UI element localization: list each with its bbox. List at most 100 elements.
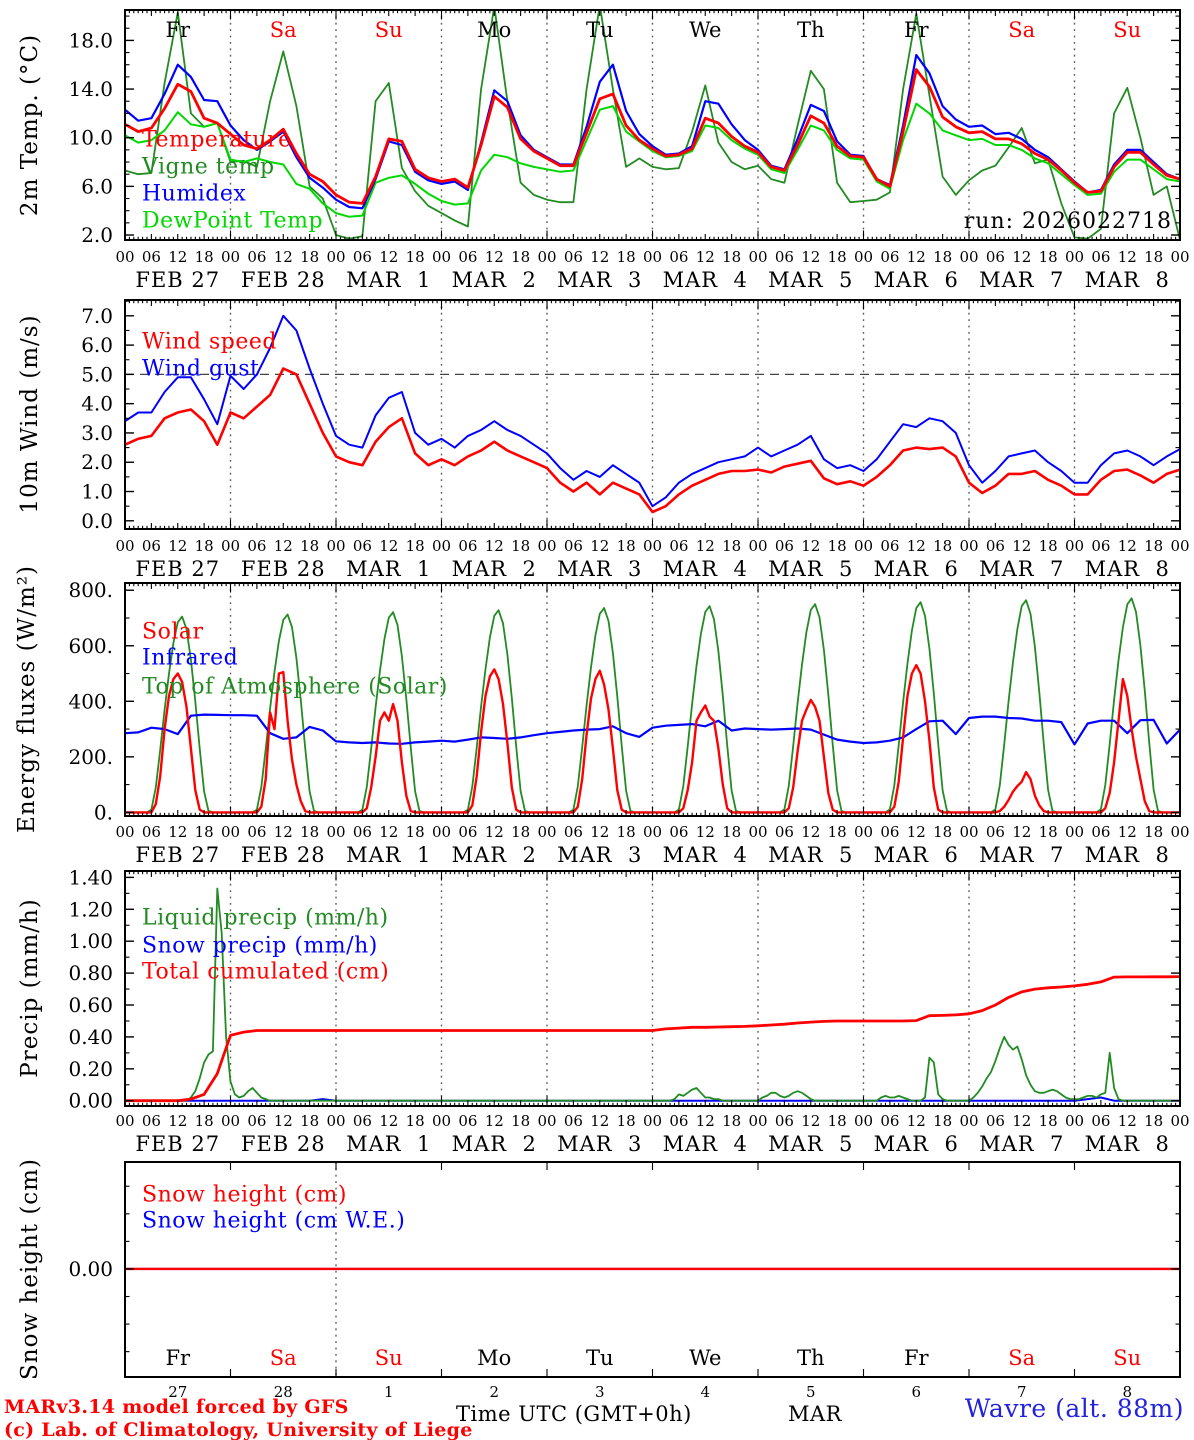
svg-text:0.20: 0.20: [68, 1057, 113, 1081]
svg-text:12: 12: [379, 823, 398, 841]
svg-text:12: 12: [696, 1112, 715, 1130]
svg-text:18: 18: [722, 537, 741, 555]
svg-text:4.0: 4.0: [81, 392, 113, 416]
svg-text:MAR 6: MAR 6: [874, 268, 959, 292]
svg-text:FEB 27: FEB 27: [135, 1132, 220, 1156]
svg-text:6: 6: [911, 1383, 921, 1401]
svg-text:18: 18: [511, 1112, 530, 1130]
legend-dewpoint-temp: DewPoint Temp: [142, 208, 324, 234]
svg-text:12: 12: [168, 1112, 187, 1130]
svg-text:10.0: 10.0: [68, 126, 113, 150]
svg-text:MAR 5: MAR 5: [768, 557, 853, 581]
svg-text:06: 06: [142, 537, 161, 555]
svg-text:00: 00: [959, 537, 978, 555]
svg-text:00: 00: [326, 1112, 345, 1130]
svg-text:18: 18: [828, 823, 847, 841]
svg-text:00: 00: [854, 1112, 873, 1130]
svg-text:06: 06: [669, 248, 688, 266]
svg-text:28: 28: [274, 1383, 293, 1401]
svg-text:18: 18: [1144, 537, 1163, 555]
svg-text:MAR 3: MAR 3: [557, 1132, 642, 1156]
svg-text:12: 12: [1118, 1112, 1137, 1130]
legend-wind-gust: Wind gust: [142, 356, 260, 382]
svg-text:18: 18: [511, 248, 530, 266]
svg-text:FEB 27: FEB 27: [135, 843, 220, 867]
y-axis-title-snow: Snow height (cm): [17, 1158, 43, 1380]
svg-text:18: 18: [195, 248, 214, 266]
legend-humidex: Humidex: [142, 181, 247, 207]
svg-text:00: 00: [326, 248, 345, 266]
svg-text:18: 18: [722, 248, 741, 266]
svg-text:Th: Th: [797, 1346, 825, 1370]
svg-text:800.: 800.: [68, 578, 113, 602]
svg-text:06: 06: [986, 248, 1005, 266]
svg-text:Sa: Sa: [270, 18, 297, 42]
svg-text:MAR 8: MAR 8: [1085, 268, 1170, 292]
svg-text:18: 18: [933, 823, 952, 841]
svg-text:00: 00: [854, 248, 873, 266]
svg-text:06: 06: [986, 823, 1005, 841]
svg-text:2.0: 2.0: [81, 450, 113, 474]
svg-text:06: 06: [247, 537, 266, 555]
legend-snow-precip: Snow precip (mm/h): [142, 933, 378, 959]
svg-text:18.0: 18.0: [68, 28, 113, 52]
svg-text:00: 00: [1170, 537, 1189, 555]
svg-text:18: 18: [828, 1112, 847, 1130]
y-axis-title-temperature: 2m Temp. (°C): [17, 33, 43, 217]
svg-text:Su: Su: [1113, 18, 1141, 42]
svg-text:Fr: Fr: [904, 18, 930, 42]
svg-text:18: 18: [195, 823, 214, 841]
svg-text:00: 00: [854, 537, 873, 555]
svg-text:MAR 1: MAR 1: [346, 843, 431, 867]
svg-text:MAR 8: MAR 8: [1085, 1132, 1170, 1156]
svg-text:00: 00: [643, 537, 662, 555]
svg-text:1.20: 1.20: [68, 897, 113, 921]
svg-text:18: 18: [511, 823, 530, 841]
svg-text:0.40: 0.40: [68, 1025, 113, 1049]
svg-text:12: 12: [907, 823, 926, 841]
svg-text:12: 12: [1012, 1112, 1031, 1130]
svg-text:00: 00: [326, 537, 345, 555]
svg-text:Sa: Sa: [1008, 18, 1035, 42]
svg-text:00: 00: [537, 823, 556, 841]
svg-text:06: 06: [1091, 248, 1110, 266]
svg-text:1.00: 1.00: [68, 929, 113, 953]
svg-text:12: 12: [1118, 248, 1137, 266]
svg-text:Mo: Mo: [477, 1346, 511, 1370]
svg-text:12: 12: [696, 248, 715, 266]
svg-text:MAR 8: MAR 8: [1085, 843, 1170, 867]
svg-text:00: 00: [537, 248, 556, 266]
svg-text:MAR 7: MAR 7: [979, 1132, 1064, 1156]
svg-text:06: 06: [669, 1112, 688, 1130]
svg-text:06: 06: [458, 537, 477, 555]
svg-text:06: 06: [564, 1112, 583, 1130]
svg-text:00: 00: [1065, 823, 1084, 841]
svg-text:12: 12: [696, 537, 715, 555]
svg-text:MAR 2: MAR 2: [452, 1132, 537, 1156]
svg-text:FEB 28: FEB 28: [241, 557, 326, 581]
svg-text:00: 00: [221, 823, 240, 841]
svg-text:06: 06: [142, 823, 161, 841]
svg-text:06: 06: [986, 1112, 1005, 1130]
svg-text:8: 8: [1122, 1383, 1132, 1401]
svg-text:MAR 3: MAR 3: [557, 557, 642, 581]
svg-text:18: 18: [1039, 537, 1058, 555]
svg-text:18: 18: [828, 537, 847, 555]
svg-text:FEB 28: FEB 28: [241, 1132, 326, 1156]
legend-total-cumulated: Total cumulated (cm): [142, 959, 390, 985]
svg-text:12: 12: [801, 823, 820, 841]
svg-text:06: 06: [353, 1112, 372, 1130]
svg-text:06: 06: [986, 537, 1005, 555]
svg-text:06: 06: [458, 248, 477, 266]
svg-text:Fr: Fr: [904, 1346, 930, 1370]
svg-text:00: 00: [115, 537, 134, 555]
panel-precipitation: 0.00 0.20 0.40 0.60 0.80 1.00 1.20 1.40 00 06 12 18…: [68, 865, 1189, 1156]
svg-text:MAR 4: MAR 4: [663, 1132, 748, 1156]
svg-text:00: 00: [959, 248, 978, 266]
svg-text:Tu: Tu: [586, 18, 614, 42]
svg-text:00: 00: [748, 248, 767, 266]
svg-text:Su: Su: [375, 1346, 403, 1370]
svg-text:0.: 0.: [94, 800, 113, 824]
svg-text:00: 00: [959, 823, 978, 841]
svg-text:12: 12: [379, 1112, 398, 1130]
